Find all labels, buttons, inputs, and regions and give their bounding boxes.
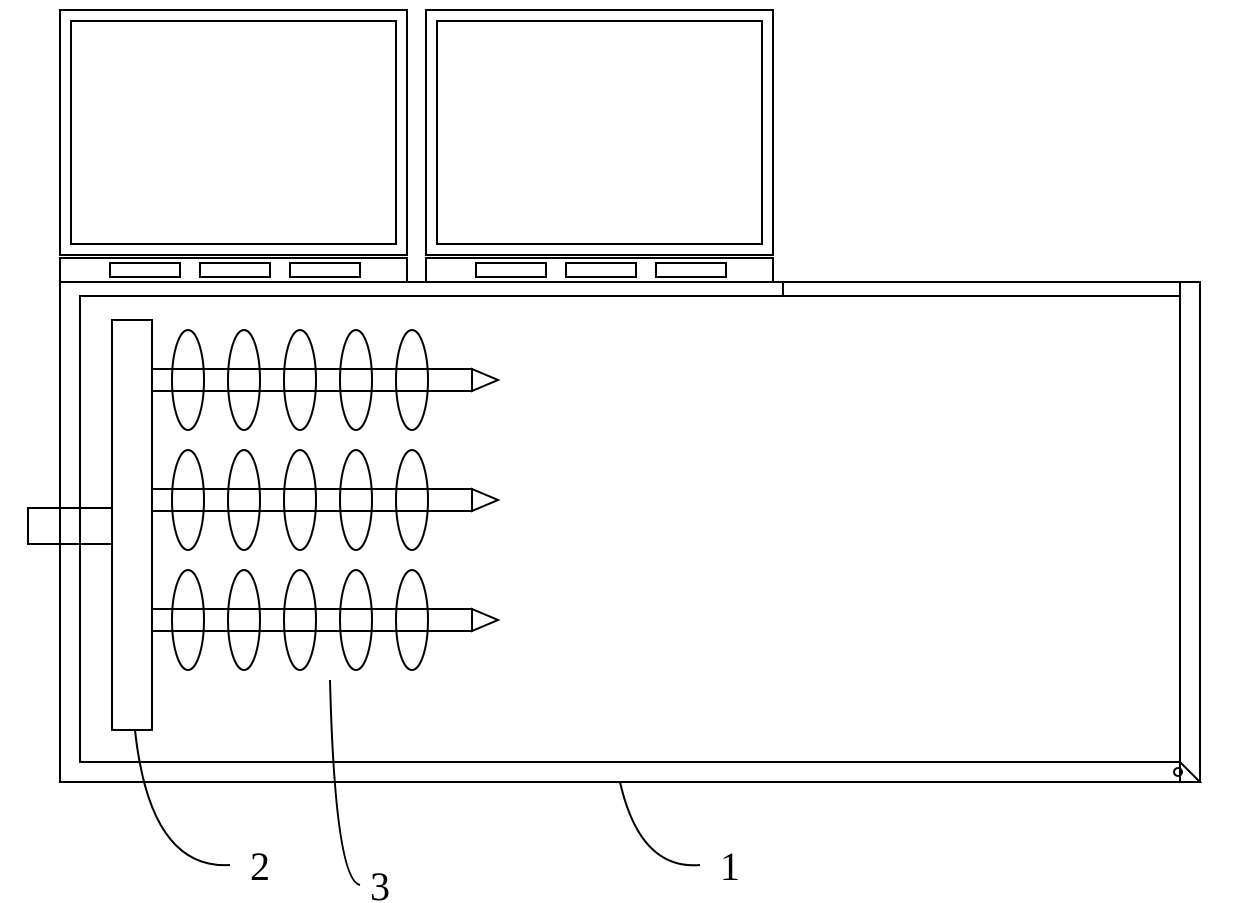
svg-text:1: 1 (720, 844, 740, 889)
svg-text:3: 3 (370, 864, 390, 903)
svg-text:2: 2 (250, 844, 270, 889)
